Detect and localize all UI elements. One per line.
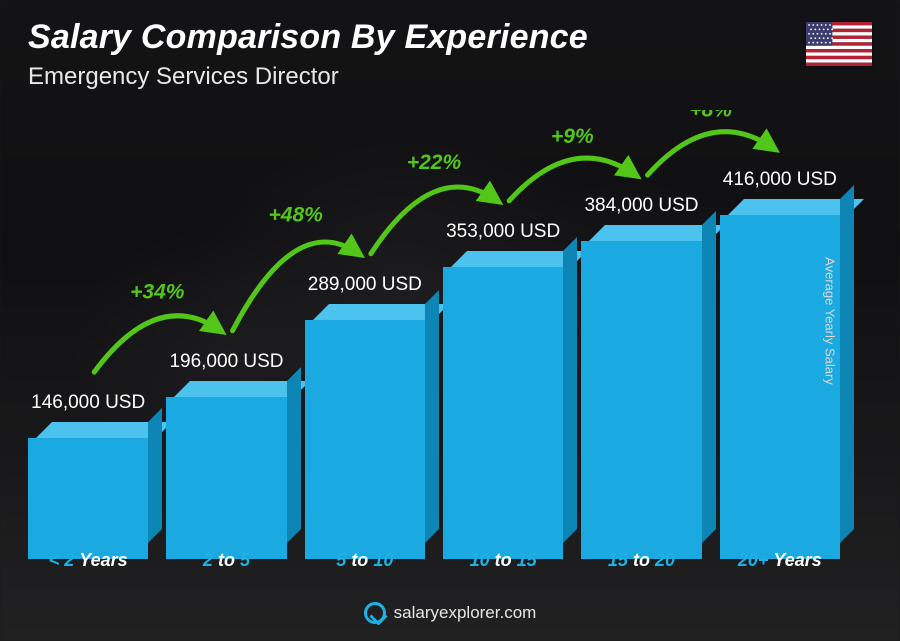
x-tick-label: 15 to 20 — [581, 550, 701, 571]
x-tick-label: 5 to 10 — [305, 550, 425, 571]
footer-text: salaryexplorer.com — [394, 603, 537, 623]
x-tick-label: 20+ Years — [720, 550, 840, 571]
x-axis-labels: < 2 Years 2 to 5 5 to 10 10 to 15 15 to 20 20… — [28, 550, 840, 571]
header: Salary Comparison By Experience Emergenc… — [28, 18, 872, 91]
x-tick-label: 10 to 15 — [443, 550, 563, 571]
y-axis-label: Average Yearly Salary — [823, 257, 838, 385]
salary-bar-chart: +34%+48%+22%+9%+8% 146,000 USD196,000 US… — [28, 110, 840, 571]
bar-value-label: 384,000 USD — [584, 195, 698, 217]
bar-value-label: 416,000 USD — [723, 169, 837, 191]
bar: 196,000 USD — [166, 351, 286, 543]
bar: 384,000 USD — [581, 195, 701, 543]
logo-icon — [364, 602, 386, 624]
bar-value-label: 146,000 USD — [31, 392, 145, 414]
bar-value-label: 289,000 USD — [308, 274, 422, 296]
footer: salaryexplorer.com — [0, 602, 900, 629]
growth-pct-label: +8% — [689, 110, 732, 122]
bar-value-label: 353,000 USD — [446, 221, 560, 243]
us-flag-icon — [806, 22, 872, 66]
page-title: Salary Comparison By Experience — [28, 18, 872, 57]
page-subtitle: Emergency Services Director — [28, 63, 872, 91]
bar: 353,000 USD — [443, 221, 563, 543]
bar: 146,000 USD — [28, 392, 148, 543]
x-tick-label: 2 to 5 — [166, 550, 286, 571]
bar: 289,000 USD — [305, 274, 425, 543]
bar-value-label: 196,000 USD — [169, 351, 283, 373]
bars-container: 146,000 USD 196,000 USD 289,000 USD 353,000… — [28, 123, 840, 543]
x-tick-label: < 2 Years — [28, 550, 148, 571]
